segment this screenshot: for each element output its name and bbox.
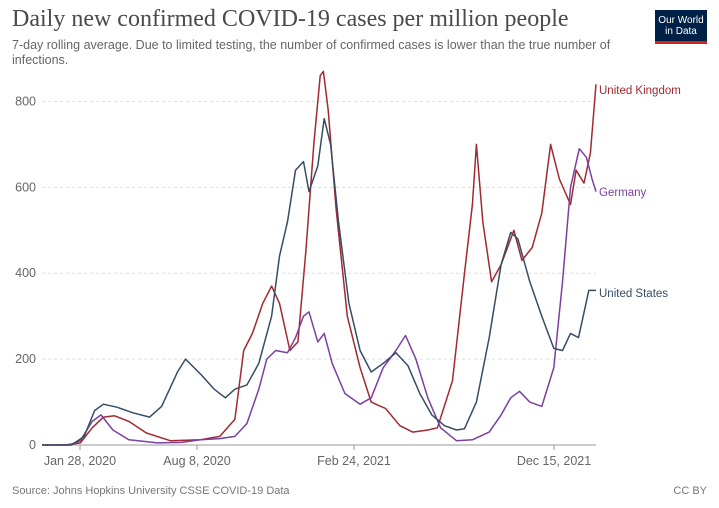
grid-lines [42,100,596,360]
y-tick-label: 0 [29,438,36,452]
x-tick-label: Feb 24, 2021 [317,454,391,468]
series-labels: United Kingdom Germany United States [599,85,681,300]
series-label-united-kingdom[interactable]: United Kingdom [599,85,681,97]
y-tick-label: 800 [15,94,36,108]
series-label-germany[interactable]: Germany [599,187,647,199]
owid-logo[interactable]: Our World in Data [655,10,707,44]
series-line-germany[interactable] [42,147,597,446]
chart-title: Daily new confirmed COVID-19 cases per m… [12,6,569,32]
y-tick-label: 600 [15,180,36,194]
x-axis: Jan 28, 2020 Aug 8, 2020 Feb 24, 2021 Dec 1… [42,444,596,468]
x-tick-label: Jan 28, 2020 [44,454,116,468]
logo-line-2: in Data [665,26,697,37]
license-link[interactable]: CC BY [673,485,707,497]
y-tick-label: 400 [15,266,36,280]
source-note: Source: Johns Hopkins University CSSE CO… [12,485,290,497]
y-tick-label: 200 [15,352,36,366]
x-tick-label: Aug 8, 2020 [163,454,230,468]
series-line-united-states[interactable] [42,117,596,446]
y-axis: 0 200 400 600 800 [15,94,36,452]
series-line-united-kingdom[interactable] [42,70,597,446]
series-lines [42,70,597,446]
series-label-united-states[interactable]: United States [599,288,668,300]
chart-subtitle: 7-day rolling average. Due to limited te… [12,38,611,67]
logo-line-1: Our World [658,15,704,26]
x-tick-label: Dec 15, 2021 [517,454,591,468]
